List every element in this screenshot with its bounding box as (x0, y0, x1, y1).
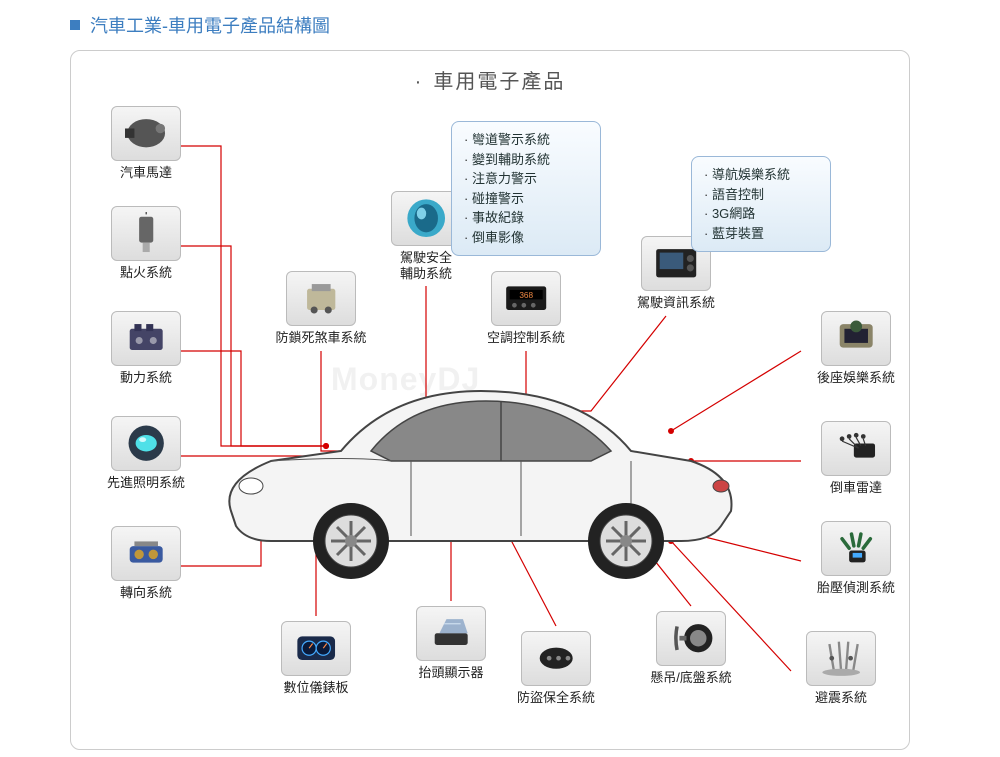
title-bullet-icon (70, 20, 80, 30)
climate-icon (491, 271, 561, 326)
rear_ent-icon (821, 311, 891, 366)
shock-label: 避震系統 (791, 690, 891, 706)
callout-item: 導航娛樂系統 (704, 165, 818, 185)
suspension-label: 懸吊/底盤系統 (641, 670, 741, 686)
component-abs: 防鎖死煞車系統 (271, 271, 371, 346)
driver_info-label: 駕駛資訊系統 (626, 295, 726, 311)
dash-icon (281, 621, 351, 676)
component-parking: 倒車雷達 (806, 421, 906, 496)
callout-item: 變到輔助系統 (464, 150, 588, 170)
steering-icon (111, 526, 181, 581)
component-shock: 避震系統 (791, 631, 891, 706)
component-tpms: 胎壓偵測系統 (806, 521, 906, 596)
diagram-frame: 車用電子產品 MoneyDJ (70, 50, 910, 750)
abs-label: 防鎖死煞車系統 (271, 330, 371, 346)
car-illustration (211, 351, 741, 591)
callout-item: 注意力警示 (464, 169, 588, 189)
callout_info: 導航娛樂系統語音控制3G網路藍芽裝置 (691, 156, 831, 252)
hud-label: 抬頭顯示器 (401, 665, 501, 681)
dash-label: 數位儀錶板 (266, 680, 366, 696)
rear_ent-label: 後座娛樂系統 (806, 370, 906, 386)
callout-item: 倒車影像 (464, 228, 588, 248)
power-label: 動力系統 (96, 370, 196, 386)
lighting-icon (111, 416, 181, 471)
callout-item: 語音控制 (704, 185, 818, 205)
component-hud: 抬頭顯示器 (401, 606, 501, 681)
tpms-label: 胎壓偵測系統 (806, 580, 906, 596)
component-suspension: 懸吊/底盤系統 (641, 611, 741, 686)
callout-item: 彎道警示系統 (464, 130, 588, 150)
hud-icon (416, 606, 486, 661)
tpms-icon (821, 521, 891, 576)
diagram-title: 車用電子產品 (415, 65, 566, 94)
callout-item: 3G網路 (704, 204, 818, 224)
component-ignition: 點火系統 (96, 206, 196, 281)
callout-item: 藍芽裝置 (704, 224, 818, 244)
abs-icon (286, 271, 356, 326)
component-dash: 數位儀錶板 (266, 621, 366, 696)
callout_safety: 彎道警示系統變到輔助系統注意力警示碰撞警示事故紀錄倒車影像 (451, 121, 601, 256)
lighting-label: 先進照明系統 (96, 475, 196, 491)
page-title-text: 汽車工業-車用電子產品結構圖 (90, 16, 330, 36)
ignition-label: 點火系統 (96, 265, 196, 281)
component-climate: 空調控制系統 (476, 271, 576, 346)
power-icon (111, 311, 181, 366)
component-motor: 汽車馬達 (96, 106, 196, 181)
motor-icon (111, 106, 181, 161)
callout-item: 事故紀錄 (464, 208, 588, 228)
component-security: 防盜保全系統 (506, 631, 606, 706)
component-lighting: 先進照明系統 (96, 416, 196, 491)
component-steering: 轉向系統 (96, 526, 196, 601)
steering-label: 轉向系統 (96, 585, 196, 601)
security-icon (521, 631, 591, 686)
parking-icon (821, 421, 891, 476)
shock-icon (806, 631, 876, 686)
parking-label: 倒車雷達 (806, 480, 906, 496)
page-title: 汽車工業-車用電子產品結構圖 (70, 12, 330, 38)
security-label: 防盜保全系統 (506, 690, 606, 706)
suspension-icon (656, 611, 726, 666)
motor-label: 汽車馬達 (96, 165, 196, 181)
ignition-icon (111, 206, 181, 261)
component-rear_ent: 後座娛樂系統 (806, 311, 906, 386)
component-power: 動力系統 (96, 311, 196, 386)
climate-label: 空調控制系統 (476, 330, 576, 346)
callout-item: 碰撞警示 (464, 189, 588, 209)
